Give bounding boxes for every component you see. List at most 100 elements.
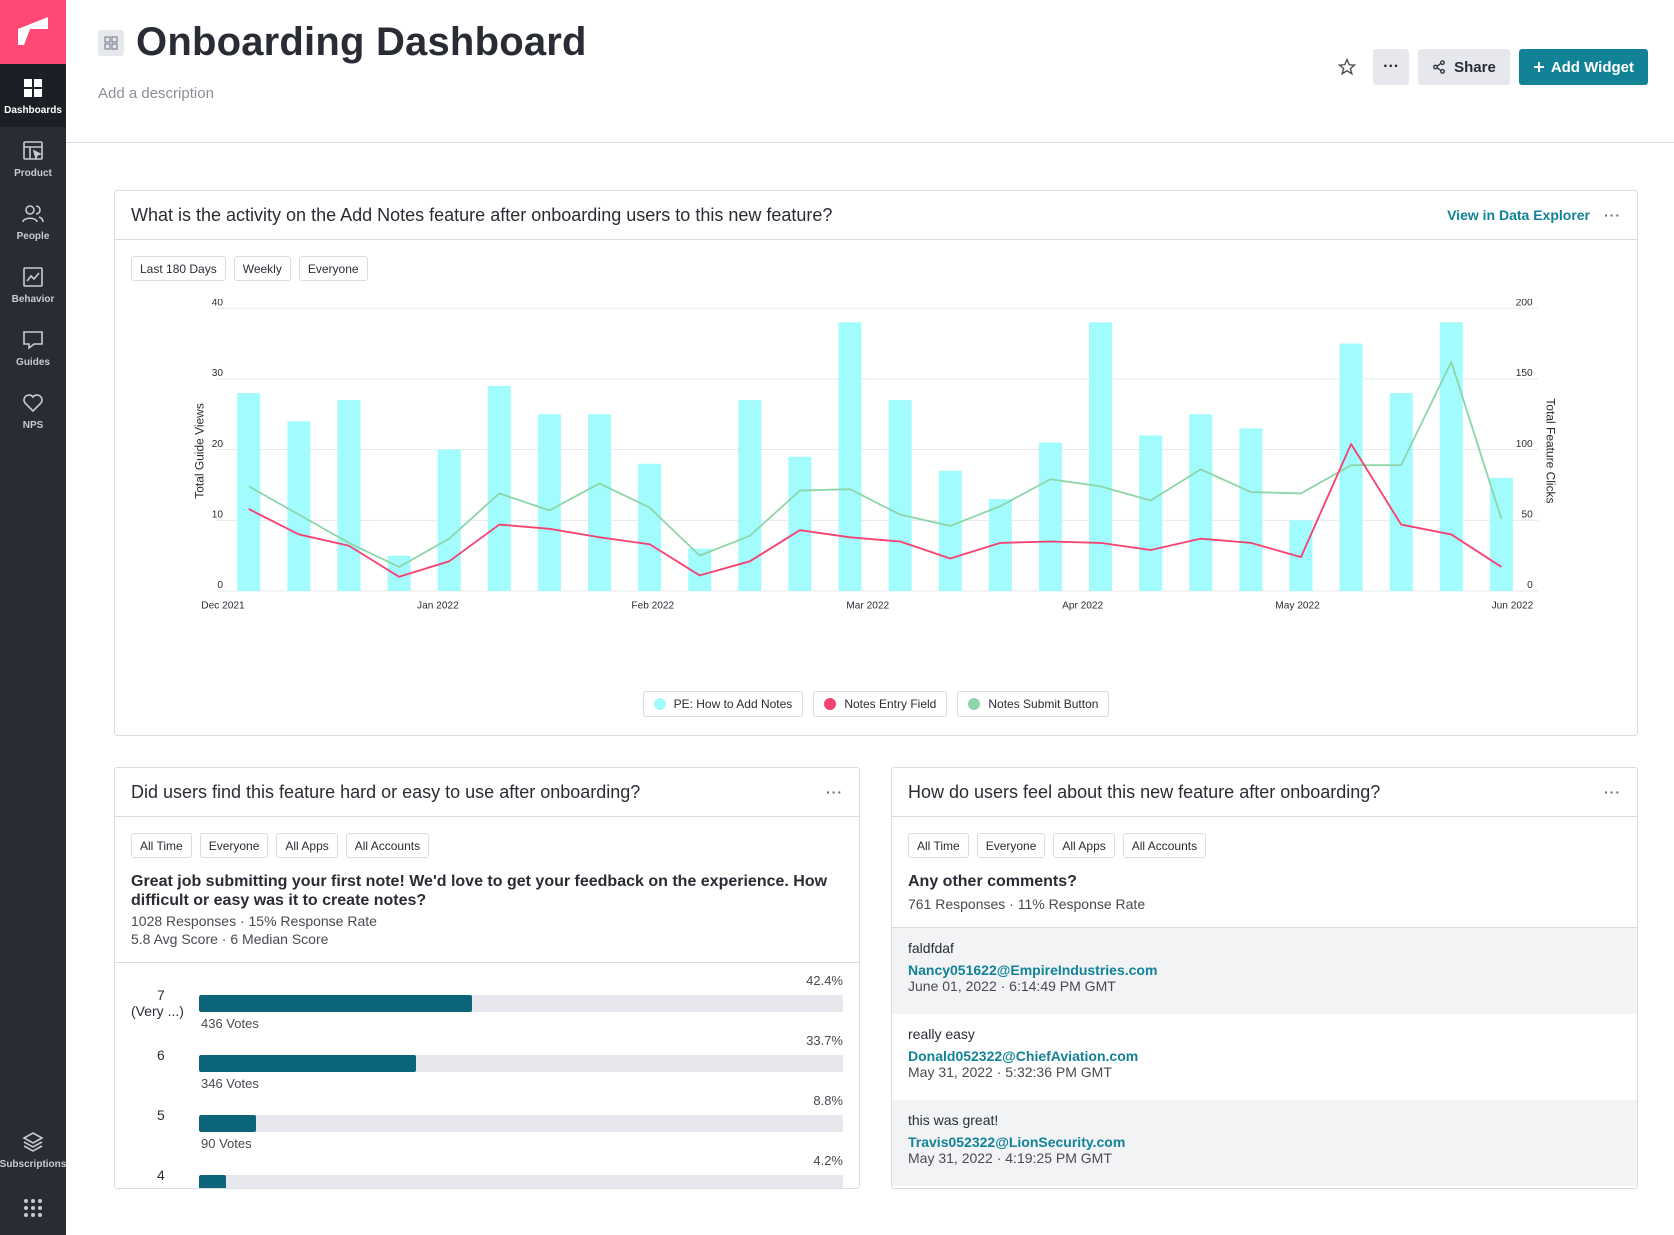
sidebar-item-dashboards[interactable]: Dashboards (0, 64, 66, 127)
widget-title: Did users find this feature hard or easy… (131, 781, 641, 802)
sidebar-item-guides[interactable]: Guides (0, 316, 66, 379)
result-bar-track (199, 1175, 843, 1188)
percentage-label: 42.4% (806, 973, 843, 988)
percentage-label: 8.8% (813, 1093, 843, 1108)
score-label: 5 (157, 1107, 165, 1123)
bar-guide-views (1189, 414, 1213, 591)
add-widget-button[interactable]: Add Widget (1518, 49, 1648, 85)
bar-guide-views (487, 385, 511, 591)
sidebar-item-subscriptions[interactable]: Subscriptions (0, 1118, 66, 1181)
result-bar-fill (199, 1115, 256, 1132)
y2-tick-label: 200 (1516, 299, 1533, 308)
poll-results: 42.4% 7 (Very ...) 436 Votes 33.7% 6 346 Votes… (115, 973, 859, 1188)
page-title[interactable]: Onboarding Dashboard (136, 20, 587, 64)
ease-widget: Did users find this feature hard or easy… (114, 767, 860, 1189)
grid-icon (24, 78, 42, 97)
segment-filter[interactable]: Everyone (199, 833, 269, 858)
response-stats: 761 Responses · 11% Response Rate (908, 896, 1146, 912)
bar-guide-views (938, 470, 962, 591)
bar-guide-views (838, 322, 862, 591)
widget-filters: All Time Everyone All Apps All Accounts (115, 817, 859, 858)
view-in-data-explorer-link[interactable]: View in Data Explorer (1447, 207, 1590, 223)
legend-item-submit-button[interactable]: Notes Submit Button (957, 691, 1110, 717)
pendo-logo[interactable] (0, 0, 66, 64)
people-icon (22, 204, 44, 222)
date-range-filter[interactable]: All Time (131, 833, 192, 858)
accounts-filter[interactable]: All Accounts (345, 833, 430, 858)
sidebar-item-people[interactable]: People (0, 190, 66, 253)
y-tick-label: 0 (217, 580, 223, 591)
legend-item-guide-views[interactable]: PE: How to Add Notes (642, 691, 804, 717)
add-widget-label: Add Widget (1550, 58, 1634, 76)
percentage-label: 33.7% (806, 1033, 843, 1048)
sidebar: Dashboards Product People Behavior Guide… (0, 0, 66, 1235)
bar-guide-views (587, 414, 612, 591)
comment-date: June 01, 2022 · 6:14:49 PM GMT (908, 978, 1116, 994)
activity-widget: What is the activity on the Add Notes fe… (114, 190, 1638, 736)
comment-author-link[interactable]: Travis052322@LionSecurity.com (908, 1134, 1126, 1150)
sidebar-item-label: Dashboards (4, 104, 62, 116)
legend-swatch (824, 698, 837, 710)
divider (892, 927, 1637, 928)
star-icon (1338, 58, 1357, 76)
sidebar-item-behavior[interactable]: Behavior (0, 253, 66, 316)
vote-count: 436 Votes (201, 1016, 259, 1031)
bar-guide-views (337, 400, 361, 591)
comment-item: really easy Donald052322@ChiefAviation.c… (892, 1014, 1637, 1100)
y-tick-label: 20 (212, 439, 224, 450)
x-tick-label: Dec 2021 (201, 600, 245, 611)
app-switcher[interactable] (0, 1181, 66, 1235)
score-stats: 5.8 Avg Score · 6 Median Score (131, 931, 329, 947)
widget-menu-button[interactable]: ··· (1604, 207, 1621, 223)
accounts-filter[interactable]: All Accounts (1122, 833, 1207, 858)
share-label: Share (1454, 58, 1496, 76)
sidebar-item-label: Behavior (11, 293, 55, 305)
legend-label: PE: How to Add Notes (673, 697, 793, 711)
more-options-button[interactable]: ··· (1373, 49, 1410, 85)
apps-filter[interactable]: All Apps (276, 833, 338, 858)
share-button[interactable]: Share (1418, 49, 1510, 85)
y-tick-label: 40 (212, 299, 224, 308)
apps-filter[interactable]: All Apps (1053, 833, 1115, 858)
response-stats: 1028 Responses · 15% Response Rate (131, 913, 377, 929)
bar-guide-views (237, 393, 261, 591)
poll-result-row: 8.8% 5 90 Votes (115, 1093, 859, 1153)
score-label: 6 (157, 1047, 165, 1063)
description-field[interactable]: Add a description (98, 85, 214, 102)
comment-author-link[interactable]: Donald052322@ChiefAviation.com (908, 1048, 1139, 1064)
bar-guide-views (638, 463, 662, 591)
x-tick-label: May 2022 (1275, 600, 1320, 611)
result-bar-fill (199, 1055, 417, 1072)
widget-title: What is the activity on the Add Notes fe… (131, 204, 833, 225)
date-range-filter[interactable]: Last 180 Days (131, 256, 226, 281)
product-icon (23, 140, 43, 161)
segment-filter[interactable]: Everyone (976, 833, 1046, 858)
comment-item: faldfdaf Nancy051622@EmpireIndustries.co… (892, 928, 1637, 1014)
result-bar-track (199, 1115, 843, 1132)
legend-swatch (653, 698, 666, 710)
sidebar-item-label: People (16, 230, 50, 242)
layers-icon (22, 1131, 44, 1152)
y2-tick-label: 0 (1527, 580, 1533, 591)
bar-guide-views (888, 400, 912, 591)
favorite-button[interactable] (1330, 50, 1364, 84)
widget-menu-button[interactable]: ··· (1604, 784, 1621, 800)
bar-guide-views (1239, 428, 1263, 591)
date-range-filter[interactable]: All Time (908, 833, 969, 858)
x-tick-label: Feb 2022 (631, 600, 674, 611)
legend-item-entry-field[interactable]: Notes Entry Field (813, 691, 948, 717)
result-bar-track (199, 995, 843, 1012)
x-tick-label: Jan 2022 (417, 600, 459, 611)
poll-question: Any other comments? (908, 873, 1077, 890)
segment-filter[interactable]: Everyone (298, 256, 368, 281)
sidebar-item-product[interactable]: Product (0, 127, 66, 190)
comment-author-link[interactable]: Nancy051622@EmpireIndustries.com (908, 962, 1158, 978)
widget-menu-button[interactable]: ··· (826, 784, 843, 800)
sidebar-item-label: Guides (16, 356, 50, 368)
bar-guide-views (1038, 442, 1062, 591)
bar-guide-views (387, 555, 411, 591)
line-submit-button (248, 360, 1503, 568)
bar-guide-views (437, 449, 461, 591)
sidebar-item-nps[interactable]: NPS (0, 379, 66, 442)
period-filter[interactable]: Weekly (233, 256, 291, 281)
